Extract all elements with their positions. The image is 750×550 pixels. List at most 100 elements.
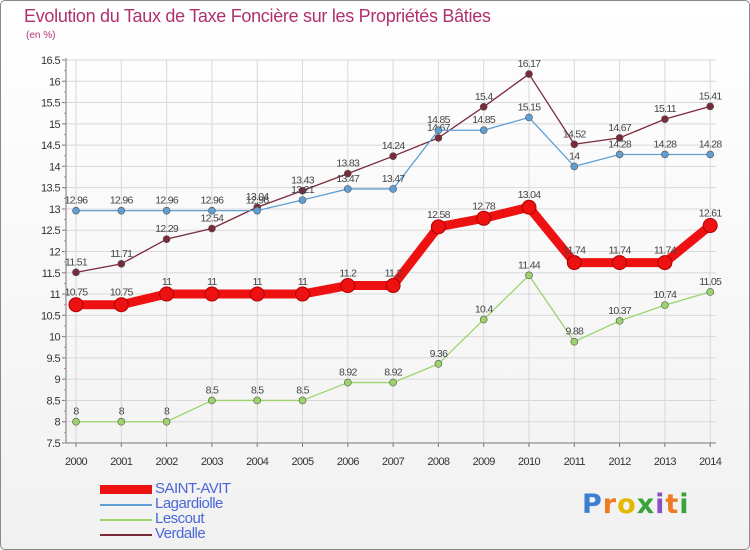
legend-item-lagardiolle: Lagardiolle bbox=[100, 495, 300, 512]
legend: SAINT-AVIT Lagardiolle Lescout Verdalle bbox=[100, 480, 300, 542]
data-label-saint-avit: 11 bbox=[207, 276, 217, 288]
data-point-lescout bbox=[615, 317, 624, 325]
data-point-verdalle bbox=[525, 70, 533, 78]
data-point-lescout bbox=[117, 417, 126, 426]
data-point-lagardiolle bbox=[525, 113, 533, 122]
data-label-lagardiolle: 13.47 bbox=[382, 173, 406, 185]
data-label-lescout: 8 bbox=[164, 406, 170, 418]
data-point-lescout bbox=[525, 271, 533, 280]
legend-item-lescout: Lescout bbox=[100, 510, 300, 527]
y-tick-label: 10.5 bbox=[41, 310, 60, 322]
data-label-lagardiolle: 12.96 bbox=[110, 195, 134, 207]
y-tick-label: 13 bbox=[49, 204, 61, 216]
x-tick-label: 2001 bbox=[110, 456, 133, 468]
y-tick-label: 8 bbox=[54, 417, 60, 429]
y-tick-label: 16.5 bbox=[41, 55, 60, 67]
data-point-verdalle bbox=[117, 260, 126, 268]
data-label-lagardiolle: 14 bbox=[569, 150, 580, 162]
data-label-lagardiolle: 13.21 bbox=[291, 184, 315, 196]
data-label-verdalle: 16.17 bbox=[518, 58, 542, 70]
x-tick-label: 2007 bbox=[382, 456, 405, 468]
data-label-saint-avit: 10.75 bbox=[110, 287, 134, 299]
y-tick-label: 9 bbox=[54, 374, 60, 386]
y-tick-label: 7.5 bbox=[47, 438, 61, 450]
data-point-lagardiolle bbox=[208, 206, 216, 215]
data-point-lagardiolle bbox=[72, 206, 80, 215]
data-label-lescout: 8.92 bbox=[339, 367, 357, 379]
data-point-saint-avit bbox=[521, 199, 537, 215]
legend-swatch bbox=[100, 519, 152, 521]
chart-title: Evolution du Taux de Taxe Foncière sur l… bbox=[24, 6, 491, 26]
data-label-lagardiolle: 13.47 bbox=[336, 173, 360, 185]
data-label-lescout: 10.4 bbox=[475, 304, 493, 316]
data-label-verdalle: 12.54 bbox=[201, 213, 225, 225]
data-label-saint-avit: 12.61 bbox=[699, 208, 723, 220]
data-point-verdalle bbox=[434, 134, 443, 142]
y-tick-label: 12.5 bbox=[41, 225, 60, 237]
data-point-saint-avit bbox=[385, 278, 401, 294]
data-point-verdalle bbox=[72, 268, 80, 277]
legend-label: Lagardiolle bbox=[155, 495, 223, 512]
x-tick-label: 2012 bbox=[609, 456, 632, 468]
data-point-verdalle bbox=[343, 169, 352, 178]
legend-swatch bbox=[100, 534, 152, 536]
data-label-lescout: 10.37 bbox=[608, 305, 632, 317]
x-tick-label: 2006 bbox=[337, 456, 360, 468]
data-point-saint-avit bbox=[476, 210, 492, 226]
legend-swatch bbox=[100, 485, 152, 494]
data-point-verdalle bbox=[479, 103, 488, 111]
data-point-lescout bbox=[479, 315, 488, 324]
data-point-lagardiolle bbox=[389, 185, 397, 193]
data-point-saint-avit bbox=[113, 297, 129, 313]
x-tick-label: 2009 bbox=[473, 456, 496, 468]
data-point-lagardiolle bbox=[117, 206, 126, 215]
data-label-saint-avit: 11.2 bbox=[385, 268, 403, 280]
x-tick-label: 2010 bbox=[518, 456, 541, 468]
legend-swatch bbox=[100, 504, 152, 506]
data-point-lescout bbox=[570, 337, 579, 346]
data-label-saint-avit: 10.75 bbox=[65, 287, 89, 299]
data-label-saint-avit: 11.74 bbox=[609, 245, 632, 257]
data-label-lagardiolle: 15.15 bbox=[518, 101, 542, 113]
data-label-verdalle: 14.52 bbox=[563, 128, 587, 140]
x-tick-label: 2000 bbox=[65, 456, 88, 468]
x-tick-label: 2005 bbox=[291, 456, 314, 468]
data-label-lescout: 11.05 bbox=[699, 276, 722, 288]
data-point-lescout bbox=[343, 378, 352, 387]
y-tick-label: 11.5 bbox=[42, 268, 61, 280]
x-tick-label: 2002 bbox=[156, 456, 179, 468]
data-point-verdalle bbox=[661, 115, 669, 123]
data-point-saint-avit bbox=[566, 255, 582, 271]
data-point-lagardiolle bbox=[162, 206, 171, 215]
data-point-lescout bbox=[72, 417, 80, 426]
data-label-lagardiolle: 14.28 bbox=[654, 138, 678, 150]
data-point-lagardiolle bbox=[479, 126, 488, 135]
data-point-lagardiolle bbox=[615, 150, 624, 159]
data-point-lagardiolle bbox=[434, 126, 443, 135]
data-label-saint-avit: 12.58 bbox=[427, 209, 451, 221]
data-label-lescout: 9.88 bbox=[565, 326, 583, 338]
data-point-saint-avit bbox=[340, 278, 356, 294]
data-point-lescout bbox=[208, 396, 216, 405]
data-point-lagardiolle bbox=[298, 196, 307, 204]
data-point-lescout bbox=[298, 396, 307, 405]
y-tick-label: 9.5 bbox=[47, 353, 61, 365]
data-label-lagardiolle: 12.96 bbox=[155, 195, 179, 207]
data-point-saint-avit bbox=[612, 255, 628, 271]
data-point-saint-avit bbox=[430, 219, 446, 235]
data-point-lagardiolle bbox=[570, 162, 579, 171]
data-point-verdalle bbox=[570, 140, 579, 149]
data-point-lescout bbox=[253, 396, 262, 405]
data-label-saint-avit: 11.74 bbox=[654, 245, 677, 257]
data-point-verdalle bbox=[615, 134, 624, 142]
data-point-saint-avit bbox=[159, 286, 175, 302]
data-point-saint-avit bbox=[204, 286, 220, 302]
data-label-lescout: 8.5 bbox=[206, 384, 219, 396]
data-point-lagardiolle bbox=[343, 185, 352, 193]
data-label-verdalle: 13.04 bbox=[246, 191, 270, 203]
x-tick-label: 2004 bbox=[246, 456, 269, 468]
y-tick-label: 8.5 bbox=[47, 395, 61, 407]
data-point-lescout bbox=[661, 301, 669, 309]
data-point-lagardiolle bbox=[661, 150, 669, 159]
